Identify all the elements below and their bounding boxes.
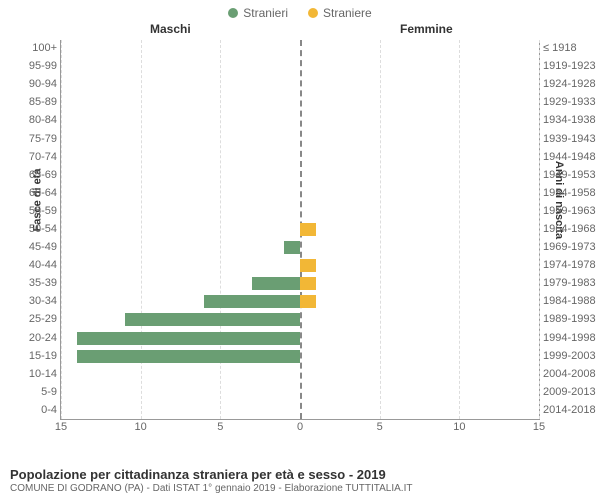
y-label-birth: 1929-1933 xyxy=(539,96,599,108)
age-row xyxy=(61,130,539,148)
age-row xyxy=(61,58,539,76)
y-label-birth: 1959-1963 xyxy=(539,205,599,217)
age-row xyxy=(61,330,539,348)
x-tick-label: 0 xyxy=(297,419,303,433)
x-tick-label: 5 xyxy=(377,419,383,433)
footer-title: Popolazione per cittadinanza straniera p… xyxy=(10,467,590,482)
y-label-age: 45-49 xyxy=(11,241,61,253)
y-label-birth: 1974-1978 xyxy=(539,259,599,271)
x-tick-label: 15 xyxy=(533,419,545,433)
panel-label-male: Maschi xyxy=(150,22,191,36)
x-tick-label: 5 xyxy=(217,419,223,433)
bar-male xyxy=(284,241,300,254)
y-label-age: 25-29 xyxy=(11,313,61,325)
y-label-age: 50-54 xyxy=(11,223,61,235)
panel-label-female: Femmine xyxy=(400,22,453,36)
age-row xyxy=(61,239,539,257)
y-label-age: 65-69 xyxy=(11,169,61,181)
bar-male xyxy=(125,313,300,326)
y-label-birth: ≤ 1918 xyxy=(539,42,599,54)
y-label-age: 5-9 xyxy=(11,386,61,398)
chart-legend: Stranieri Straniere xyxy=(0,0,600,22)
y-label-birth: 1989-1993 xyxy=(539,313,599,325)
y-label-birth: 1964-1968 xyxy=(539,223,599,235)
y-label-age: 80-84 xyxy=(11,114,61,126)
y-label-birth: 2004-2008 xyxy=(539,368,599,380)
age-row xyxy=(61,221,539,239)
x-tick-label: 10 xyxy=(453,419,465,433)
y-label-age: 35-39 xyxy=(11,277,61,289)
chart-area: 100+≤ 191895-991919-192390-941924-192885… xyxy=(60,40,540,440)
y-label-birth: 1984-1988 xyxy=(539,295,599,307)
age-row xyxy=(61,311,539,329)
y-label-birth: 1934-1938 xyxy=(539,114,599,126)
y-label-age: 55-59 xyxy=(11,205,61,217)
legend-item-female: Straniere xyxy=(308,6,372,20)
age-row xyxy=(61,384,539,402)
bar-male xyxy=(252,277,300,290)
age-row xyxy=(61,366,539,384)
legend-swatch-male xyxy=(228,8,238,18)
bar-male xyxy=(204,295,300,308)
y-label-birth: 1949-1953 xyxy=(539,169,599,181)
age-row xyxy=(61,185,539,203)
y-label-birth: 1919-1923 xyxy=(539,60,599,72)
age-row xyxy=(61,275,539,293)
bar-female xyxy=(300,259,316,272)
bar-male xyxy=(77,350,300,363)
age-row xyxy=(61,76,539,94)
legend-label-male: Stranieri xyxy=(243,6,288,20)
panel-headers: Maschi Femmine xyxy=(0,22,600,40)
y-label-birth: 1999-2003 xyxy=(539,350,599,362)
y-label-age: 100+ xyxy=(11,42,61,54)
bar-male xyxy=(77,332,300,345)
y-label-birth: 1954-1958 xyxy=(539,187,599,199)
y-label-age: 70-74 xyxy=(11,151,61,163)
y-label-age: 75-79 xyxy=(11,133,61,145)
y-label-age: 40-44 xyxy=(11,259,61,271)
y-label-age: 90-94 xyxy=(11,78,61,90)
y-label-age: 60-64 xyxy=(11,187,61,199)
age-row xyxy=(61,112,539,130)
y-label-age: 15-19 xyxy=(11,350,61,362)
age-row xyxy=(61,293,539,311)
y-label-birth: 1979-1983 xyxy=(539,277,599,289)
y-label-age: 0-4 xyxy=(11,404,61,416)
age-row xyxy=(61,40,539,58)
plot-area: 100+≤ 191895-991919-192390-941924-192885… xyxy=(60,40,540,420)
legend-item-male: Stranieri xyxy=(228,6,288,20)
y-label-age: 20-24 xyxy=(11,332,61,344)
age-row xyxy=(61,149,539,167)
age-row xyxy=(61,94,539,112)
footer-subtitle: COMUNE DI GODRANO (PA) - Dati ISTAT 1° g… xyxy=(10,483,590,494)
chart-footer: Popolazione per cittadinanza straniera p… xyxy=(10,467,590,494)
age-row xyxy=(61,402,539,420)
x-tick-label: 10 xyxy=(135,419,147,433)
age-row xyxy=(61,203,539,221)
y-label-birth: 1924-1928 xyxy=(539,78,599,90)
legend-label-female: Straniere xyxy=(323,6,372,20)
bar-female xyxy=(300,223,316,236)
y-label-birth: 1969-1973 xyxy=(539,241,599,253)
y-label-age: 10-14 xyxy=(11,368,61,380)
y-label-birth: 1939-1943 xyxy=(539,133,599,145)
y-label-age: 30-34 xyxy=(11,295,61,307)
y-label-age: 95-99 xyxy=(11,60,61,72)
age-row xyxy=(61,257,539,275)
y-label-age: 85-89 xyxy=(11,96,61,108)
bar-female xyxy=(300,277,316,290)
bar-female xyxy=(300,295,316,308)
legend-swatch-female xyxy=(308,8,318,18)
y-label-birth: 2009-2013 xyxy=(539,386,599,398)
y-label-birth: 1994-1998 xyxy=(539,332,599,344)
y-label-birth: 1944-1948 xyxy=(539,151,599,163)
x-tick-label: 15 xyxy=(55,419,67,433)
y-label-birth: 2014-2018 xyxy=(539,404,599,416)
age-row xyxy=(61,167,539,185)
age-row xyxy=(61,348,539,366)
